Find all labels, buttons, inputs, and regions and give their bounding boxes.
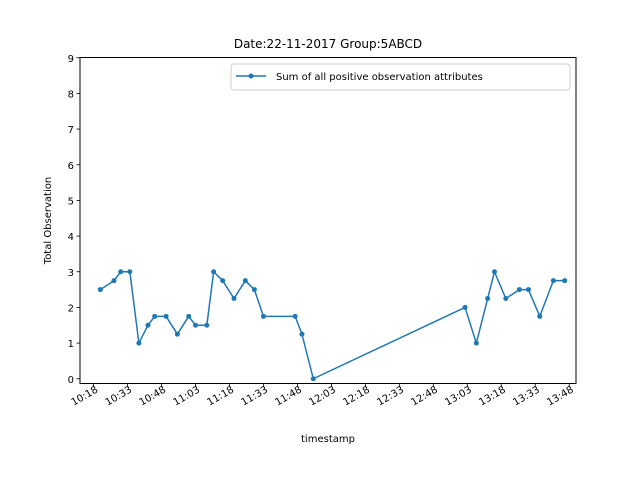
legend-box [230,63,571,91]
data-point [537,313,543,319]
data-point [193,322,199,328]
data-point [118,269,124,275]
legend-label: Sum of all positive observation attribut… [276,72,483,83]
data-point [491,269,497,275]
data-point [127,269,133,275]
y-tick-label: 0 [68,375,74,386]
data-point [204,322,210,328]
y-axis-title: Total Observation [43,177,54,265]
series-layer [97,269,568,382]
data-point [525,287,531,293]
y-tick-label: 8 [68,89,74,100]
data-point [220,278,226,284]
x-axis-title: timestamp [301,434,355,445]
legend-marker-sample [248,73,254,79]
data-point [97,287,103,293]
data-point [186,313,192,319]
data-point [136,340,142,346]
data-point [111,278,117,284]
data-point [152,313,158,319]
data-point [562,278,568,284]
y-tick-label: 1 [68,339,74,350]
data-point [251,287,257,293]
y-tick-label: 9 [68,54,74,65]
data-point [503,296,509,301]
data-point [516,287,522,293]
data-point [260,313,266,319]
legend: Sum of all positive observation attribut… [230,63,571,91]
data-point [231,296,237,301]
data-point [299,331,305,337]
y-tick-label: 4 [68,232,74,243]
data-point [462,304,468,310]
data-point [473,340,479,346]
y-tick-label: 2 [68,303,74,314]
data-point [163,313,169,319]
y-tick-label: 7 [68,125,74,136]
y-axis: 0 1 2 3 4 5 6 7 8 9 [68,54,80,386]
data-point [292,313,298,319]
data-point [174,331,180,337]
data-point [242,278,248,284]
chart-title: Date:22-11-2017 Group:5ABCD [234,37,422,51]
data-point [310,376,316,382]
data-point [211,269,217,275]
data-point [145,322,151,328]
data-point [485,296,491,301]
y-tick-label: 3 [68,268,74,279]
plot-frame [79,57,577,384]
y-tick-label: 5 [68,196,74,207]
data-point [550,278,556,284]
y-tick-label: 6 [68,161,74,172]
